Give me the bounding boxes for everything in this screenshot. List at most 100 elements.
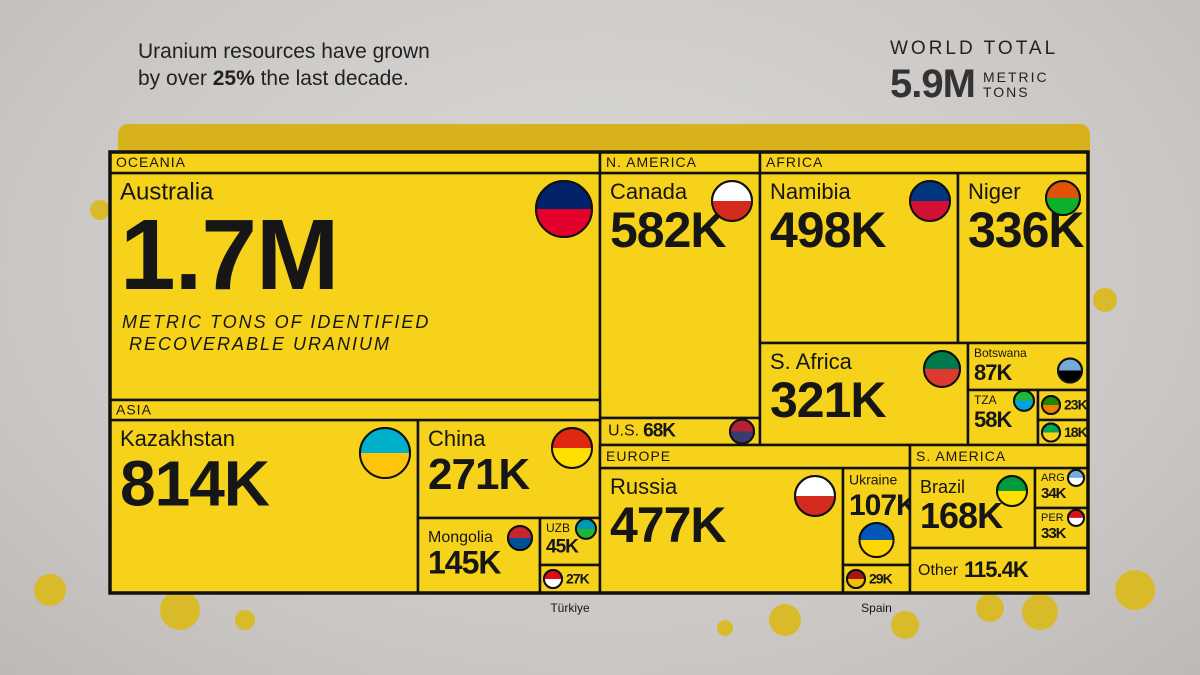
country-name: ARG [1041, 472, 1065, 484]
tile [841, 466, 912, 567]
value-label: 107K [849, 489, 918, 522]
nuggets [34, 200, 1155, 639]
flag-rim [794, 475, 836, 517]
country-name: Canada [610, 179, 688, 204]
region-name: S. AMERICA [916, 448, 1006, 464]
flag-rim [1013, 389, 1035, 412]
flag [1058, 370, 1082, 383]
flag [712, 201, 752, 221]
total-unit: METRIC TONS [982, 68, 1049, 100]
region-name: N. AMERICA [606, 154, 697, 170]
country-name: TZA [974, 393, 997, 407]
value-label: 58K [974, 407, 1012, 432]
flag-rim [711, 180, 753, 222]
value-label: 271K [428, 450, 530, 499]
flag-rim [858, 522, 895, 558]
subtitle-line: by over 25% the last decade. [138, 65, 430, 92]
value-label: 477K [610, 497, 726, 553]
value-label: 68K [643, 421, 676, 442]
flag [536, 209, 592, 237]
value-label: 87K [974, 360, 1012, 385]
country-name: Namibia [770, 179, 851, 204]
country-name: China [428, 426, 486, 451]
flag [997, 491, 1027, 506]
subtitle-line: Uranium resources have grown [138, 40, 430, 63]
value-label: 498K [770, 202, 886, 258]
region-name: ASIA [116, 402, 152, 418]
country-name: Ukraine [849, 471, 897, 487]
value-label: 168K [920, 495, 1003, 536]
flag-rim [1041, 422, 1061, 443]
country-name: Türkiye [550, 601, 590, 615]
flag-rim [846, 569, 866, 589]
value-label: 321K [770, 372, 886, 428]
flag-rim [909, 180, 951, 222]
flag-rim [1057, 357, 1083, 384]
flag-rim [996, 475, 1028, 507]
flag-rim [923, 350, 961, 388]
value-label: 814K [120, 447, 270, 519]
region-name: EUROPE [606, 448, 671, 464]
flag-rim [1067, 468, 1085, 487]
flag-rim [729, 418, 755, 445]
country-name: Niger [968, 179, 1021, 204]
flag [552, 448, 592, 468]
note: METRIC TONS OF IDENTIFIED RECOVERABLE UR… [122, 312, 430, 354]
flag [924, 369, 960, 387]
flag [576, 528, 596, 539]
tile [908, 546, 1090, 595]
value-label: 23K [1064, 397, 1088, 413]
country-name: Botswana [974, 346, 1027, 360]
flag [730, 431, 754, 444]
value-label: 27K [566, 571, 590, 587]
value-label: 45K [546, 537, 579, 558]
flag-rim [575, 517, 597, 540]
flag [360, 453, 410, 478]
country-name: Russia [610, 474, 678, 499]
country-name: S. Africa [770, 349, 853, 374]
total-row: 5.9M METRIC TONS [890, 62, 1058, 107]
region-name: AFRICA [766, 154, 823, 170]
flag [1046, 198, 1080, 215]
country-name: Mongolia [428, 529, 493, 546]
flag [508, 538, 532, 550]
flag-rim [543, 569, 563, 589]
frame [108, 150, 1090, 595]
highlight: 25% [212, 67, 255, 90]
tile [108, 171, 602, 402]
flag-rim [1045, 180, 1081, 216]
flag-rim [1041, 395, 1061, 415]
flag-rim [507, 525, 533, 551]
region-header [108, 398, 602, 422]
country-name: Spain [861, 601, 892, 615]
subtitle-text: by over [138, 67, 207, 90]
region-name: OCEANIA [116, 154, 186, 170]
flag [1014, 400, 1034, 411]
total-value: 5.9M [890, 62, 976, 106]
flag [859, 540, 894, 557]
value-label: 115.4K [964, 557, 1029, 582]
value-label: 582K [610, 202, 726, 258]
value-label: 33K [1041, 525, 1067, 542]
subtitle: Uranium resources have grown by over 25%… [138, 38, 430, 92]
value-label: 18K [1064, 424, 1088, 440]
total-title: WORLD TOTAL [890, 38, 1059, 59]
country-name: Kazakhstan [120, 426, 235, 451]
flag-rim [551, 427, 593, 469]
country-name: UZB [546, 521, 570, 535]
flag-rim [535, 180, 593, 238]
flag-rim [1067, 508, 1085, 527]
country-name: Brazil [920, 477, 965, 497]
country-name: PER [1041, 512, 1064, 524]
country-name: Other [918, 562, 959, 579]
flag-rim [359, 427, 411, 479]
country-name: Australia [120, 178, 214, 205]
value-label: 29K [869, 571, 893, 587]
flag [795, 496, 835, 516]
value-label: 34K [1041, 485, 1067, 502]
flag [910, 201, 950, 221]
value-label: 145K [428, 545, 501, 581]
subtitle-text: the last decade. [260, 67, 409, 90]
